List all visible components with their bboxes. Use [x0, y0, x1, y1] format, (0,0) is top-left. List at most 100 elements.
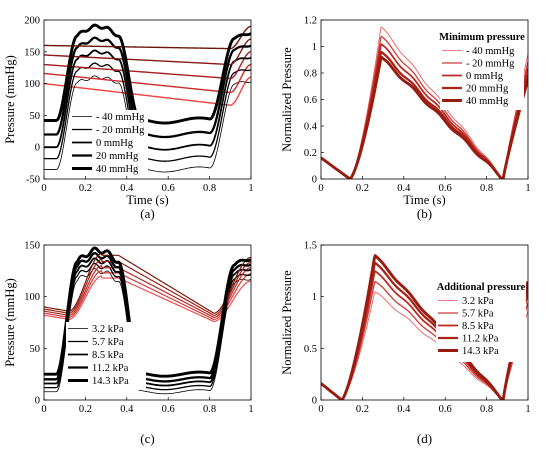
- series-line: [44, 268, 251, 395]
- x-tick-label: 1: [525, 183, 530, 194]
- legend-label: 3.2 kPa: [462, 296, 494, 307]
- legend-label: 8.5 kPa: [92, 350, 124, 361]
- y-tick-label: 1.2: [304, 16, 317, 27]
- legend-background: [66, 322, 146, 390]
- x-tick-label: 0.8: [480, 404, 493, 415]
- x-tick-label: 1: [525, 404, 530, 415]
- legend-label: 40 mmHg: [96, 164, 139, 175]
- reference-line: [44, 258, 251, 316]
- y-axis-label: Pressure (mmHg): [3, 55, 17, 144]
- legend-label: 5.7 kPa: [462, 309, 494, 320]
- y-axis-label: Pressure (mmHg): [3, 278, 17, 367]
- y-tick-label: 50: [30, 344, 41, 355]
- axes-frame: [320, 244, 529, 401]
- y-tick-label: 0.5: [304, 344, 317, 355]
- legend-label: 0 mmHg: [466, 71, 504, 82]
- x-tick-label: 0.8: [480, 183, 493, 194]
- legend-label: 40 mmHg: [466, 96, 509, 107]
- legend-label: - 20 mmHg: [466, 59, 515, 70]
- reference-line: [44, 63, 251, 94]
- reference-line: [44, 252, 251, 314]
- legend-label: 11.2 kPa: [462, 334, 499, 345]
- panel-label: (a): [140, 206, 154, 221]
- y-tick-label: 0: [312, 396, 317, 407]
- legend-background: [436, 280, 526, 362]
- y-tick-label: 150: [24, 241, 40, 252]
- legend: - 40 mmHg - 20 mmHg 0 mmHg 20 mmHg 40 mmHg: [70, 110, 148, 176]
- y-tick-label: 0.6: [304, 95, 317, 106]
- legend-label: 14.3 kPa: [462, 346, 499, 357]
- reference-line: [44, 38, 251, 66]
- series-line: [321, 254, 528, 400]
- chart-panel-2: 0 0.2 0.4 0.6 0.8 1 0 0.2 0.4 0.6 0.8 1 1.2 Time (s) N…: [280, 16, 531, 222]
- legend-label: 14.3 kPa: [92, 376, 129, 387]
- x-tick-label: 0.2: [79, 183, 92, 194]
- y-tick-label: 1.5: [304, 241, 317, 252]
- y-tick-label: 0: [35, 396, 40, 407]
- legend-background: [440, 30, 524, 110]
- panel-label: (d): [417, 431, 432, 446]
- x-tick-label: 0.8: [203, 183, 216, 194]
- x-axis-label: Time (s): [403, 193, 445, 207]
- x-tick-label: 0.4: [397, 183, 411, 194]
- series-line: [44, 246, 251, 378]
- axes-frame: [43, 19, 252, 180]
- y-tick-label: 0: [35, 143, 40, 154]
- y-axis-label: Normalized Pressure: [280, 270, 294, 375]
- x-tick-label: 0.6: [439, 183, 452, 194]
- y-tick-label: 100: [24, 79, 40, 90]
- legend: 3.2 kPa 5.7 kPa 8.5 kPa 11.2 kPa 14.3 kPa: [66, 322, 146, 390]
- y-tick-label: 1: [312, 42, 317, 53]
- plot-area: [44, 246, 251, 395]
- y-tick-label: -50: [26, 175, 40, 186]
- x-tick-label: 0.6: [439, 404, 452, 415]
- legend-label: 3.2 kPa: [92, 324, 124, 335]
- y-axis-label: Normalized Pressure: [280, 47, 294, 152]
- x-tick-label: 0.6: [162, 404, 175, 415]
- plot-area: [321, 254, 528, 400]
- reference-line: [44, 264, 251, 318]
- legend-label: - 20 mmHg: [96, 125, 145, 136]
- chart-panel-3: 0 0.2 0.4 0.6 0.8 1 0 50 100 150 Pressure (mmHg) (c…: [3, 241, 254, 447]
- legend-title: Additional pressure: [437, 282, 526, 293]
- y-tick-label: 0.8: [304, 69, 317, 80]
- legend-label: - 40 mmHg: [96, 112, 145, 123]
- x-tick-label: 0.2: [356, 183, 369, 194]
- y-tick-label: 150: [24, 47, 40, 58]
- x-tick-label: 0.2: [79, 404, 92, 415]
- x-tick-label: 0: [41, 183, 46, 194]
- x-tick-label: 0: [318, 183, 323, 194]
- x-axis-label: Time (s): [126, 193, 168, 207]
- x-tick-label: 1: [248, 183, 253, 194]
- panel-label: (c): [140, 431, 154, 446]
- x-tick-label: 0.2: [356, 404, 369, 415]
- x-tick-label: 0: [318, 404, 323, 415]
- chart-panel-4: 0 0.2 0.4 0.6 0.8 1 0 0.5 1 1.5 Normalized Pressur…: [280, 241, 531, 447]
- legend-label: 8.5 kPa: [462, 321, 494, 332]
- y-tick-label: 0.2: [304, 148, 317, 159]
- y-tick-label: 100: [24, 292, 40, 303]
- reference-line: [44, 51, 251, 80]
- y-tick-label: 200: [24, 16, 40, 27]
- reference-line: [44, 275, 251, 323]
- legend-label: 0 mmHg: [96, 138, 134, 149]
- y-tick-label: 0: [312, 175, 317, 186]
- panel-label: (b): [417, 206, 432, 221]
- reference-line: [44, 25, 251, 50]
- legend-label: 20 mmHg: [96, 151, 139, 162]
- legend-label: - 40 mmHg: [466, 46, 515, 57]
- legend-title: Minimum pressure: [439, 32, 525, 43]
- x-tick-label: 0.4: [397, 404, 411, 415]
- legend-label: 5.7 kPa: [92, 337, 124, 348]
- reference-line: [44, 270, 251, 320]
- y-tick-label: 1: [312, 292, 317, 303]
- legend-label: 20 mmHg: [466, 84, 509, 95]
- x-tick-label: 0.4: [120, 404, 134, 415]
- x-tick-label: 0.8: [203, 404, 216, 415]
- y-tick-label: 0.4: [304, 122, 318, 133]
- series-line: [321, 55, 528, 179]
